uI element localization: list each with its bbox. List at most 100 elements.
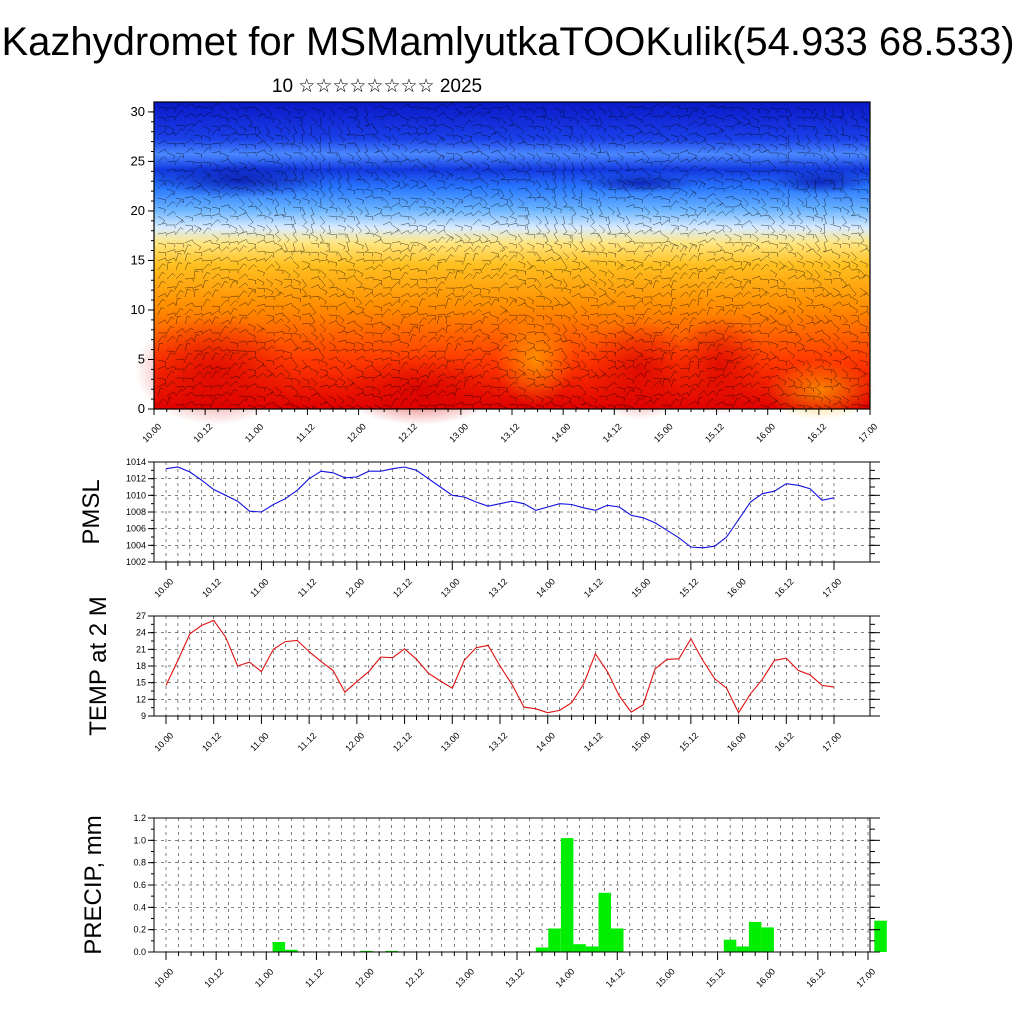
- wind-barb-feather: [390, 271, 392, 275]
- wind-barb: [535, 170, 544, 172]
- wind-barb-feather: [741, 267, 743, 272]
- wind-barb-feather: [300, 250, 305, 252]
- wind-barb-feather: [425, 291, 428, 296]
- wind-barb-feather: [449, 271, 454, 274]
- wind-barb-feather: [512, 167, 516, 171]
- wind-barb: [571, 274, 580, 280]
- wind-barb-feather: [556, 302, 560, 306]
- wind-barb-feather: [475, 253, 479, 255]
- wind-barb: [778, 206, 784, 214]
- wind-barb-feather: [732, 185, 734, 190]
- wind-barb: [724, 152, 733, 157]
- wind-barb-feather: [288, 202, 291, 206]
- wind-barb-feather: [623, 145, 626, 150]
- wind-barb-feather: [607, 232, 611, 234]
- wind-barb-feather: [380, 280, 383, 285]
- wind-barb: [526, 116, 534, 122]
- wind-barb: [778, 224, 786, 231]
- wind-barb: [202, 173, 209, 181]
- wind-barb-feather: [849, 294, 851, 298]
- wind-barb-feather: [272, 200, 274, 204]
- wind-barb-feather: [243, 263, 247, 267]
- wind-barb: [481, 233, 489, 240]
- wind-barb: [661, 125, 670, 127]
- wind-barb-feather: [477, 245, 482, 249]
- wind-barb: [265, 278, 273, 284]
- wind-barb: [841, 242, 850, 245]
- wind-barb: [553, 188, 556, 197]
- wind-barb-feather: [612, 211, 615, 215]
- wind-barb: [274, 125, 283, 130]
- wind-barb-feather: [849, 303, 851, 308]
- wind-barb-feather: [496, 255, 500, 259]
- wind-barb: [211, 142, 220, 145]
- wind-barb: [310, 179, 318, 186]
- wind-barb: [544, 116, 553, 121]
- wind-barb-feather: [345, 178, 350, 180]
- wind-barb: [652, 177, 661, 181]
- wind-barb-feather: [839, 208, 842, 212]
- wind-barb-feather: [292, 169, 297, 172]
- wind-barb: [238, 263, 245, 271]
- wind-barb: [850, 116, 859, 122]
- wind-barb: [481, 197, 488, 205]
- wind-barb-feather: [478, 210, 482, 214]
- wind-barb-feather: [277, 239, 281, 243]
- wind-barb: [715, 295, 724, 298]
- wind-barb-feather: [389, 247, 392, 251]
- wind-barb: [706, 264, 714, 271]
- wind-barb: [562, 296, 570, 303]
- wind-barb: [445, 158, 454, 163]
- wind-barb: [553, 224, 558, 233]
- wind-barb: [283, 242, 288, 251]
- wind-barb: [589, 296, 598, 300]
- wind-barb: [256, 197, 263, 205]
- wind-barb-feather: [163, 156, 167, 160]
- wind-barb: [670, 191, 677, 199]
- wind-barb-feather: [757, 246, 760, 250]
- wind-barb: [391, 257, 400, 262]
- wind-barb-feather: [619, 230, 623, 234]
- wind-barb-feather: [415, 164, 419, 168]
- wind-barb-feather: [615, 196, 617, 201]
- wind-barb-feather: [452, 119, 454, 124]
- wind-barb: [823, 116, 832, 121]
- wind-barb: [634, 105, 643, 109]
- wind-barb: [481, 188, 488, 196]
- wind-barb-feather: [640, 300, 644, 304]
- wind-barb: [688, 191, 695, 199]
- wind-barb: [346, 251, 353, 259]
- wind-barb-feather: [711, 299, 715, 302]
- wind-barb-feather: [756, 263, 761, 267]
- wind-barb: [310, 251, 319, 254]
- wind-barb-feather: [488, 274, 491, 278]
- wind-barb: [373, 233, 382, 238]
- wind-barb: [382, 231, 391, 235]
- wind-barb-feather: [694, 254, 698, 258]
- wind-barb: [229, 125, 237, 132]
- wind-barb: [832, 215, 835, 224]
- wind-barb-feather: [165, 232, 167, 237]
- wind-barb-feather: [599, 214, 603, 216]
- wind-barb: [832, 269, 841, 274]
- wind-barb-feather: [497, 193, 500, 197]
- wind-barb-feather: [161, 307, 165, 310]
- wind-barb: [841, 251, 850, 256]
- wind-barb: [679, 173, 686, 181]
- wind-barb: [400, 116, 409, 120]
- wind-barb: [751, 213, 760, 217]
- wind-barb: [382, 134, 391, 139]
- wind-barb-feather: [478, 111, 482, 115]
- wind-barb-feather: [271, 255, 275, 259]
- wind-barb-feather: [603, 184, 606, 188]
- wind-barb-feather: [173, 211, 176, 215]
- wind-barb: [166, 132, 175, 136]
- wind-barb: [346, 179, 352, 187]
- wind-barb: [400, 223, 409, 226]
- wind-barb-feather: [319, 241, 324, 243]
- wind-barb: [661, 111, 669, 118]
- wind-barb: [661, 205, 670, 208]
- wind-barb-feather: [559, 110, 562, 115]
- wind-barb-feather: [291, 284, 294, 289]
- wind-barb: [805, 197, 807, 206]
